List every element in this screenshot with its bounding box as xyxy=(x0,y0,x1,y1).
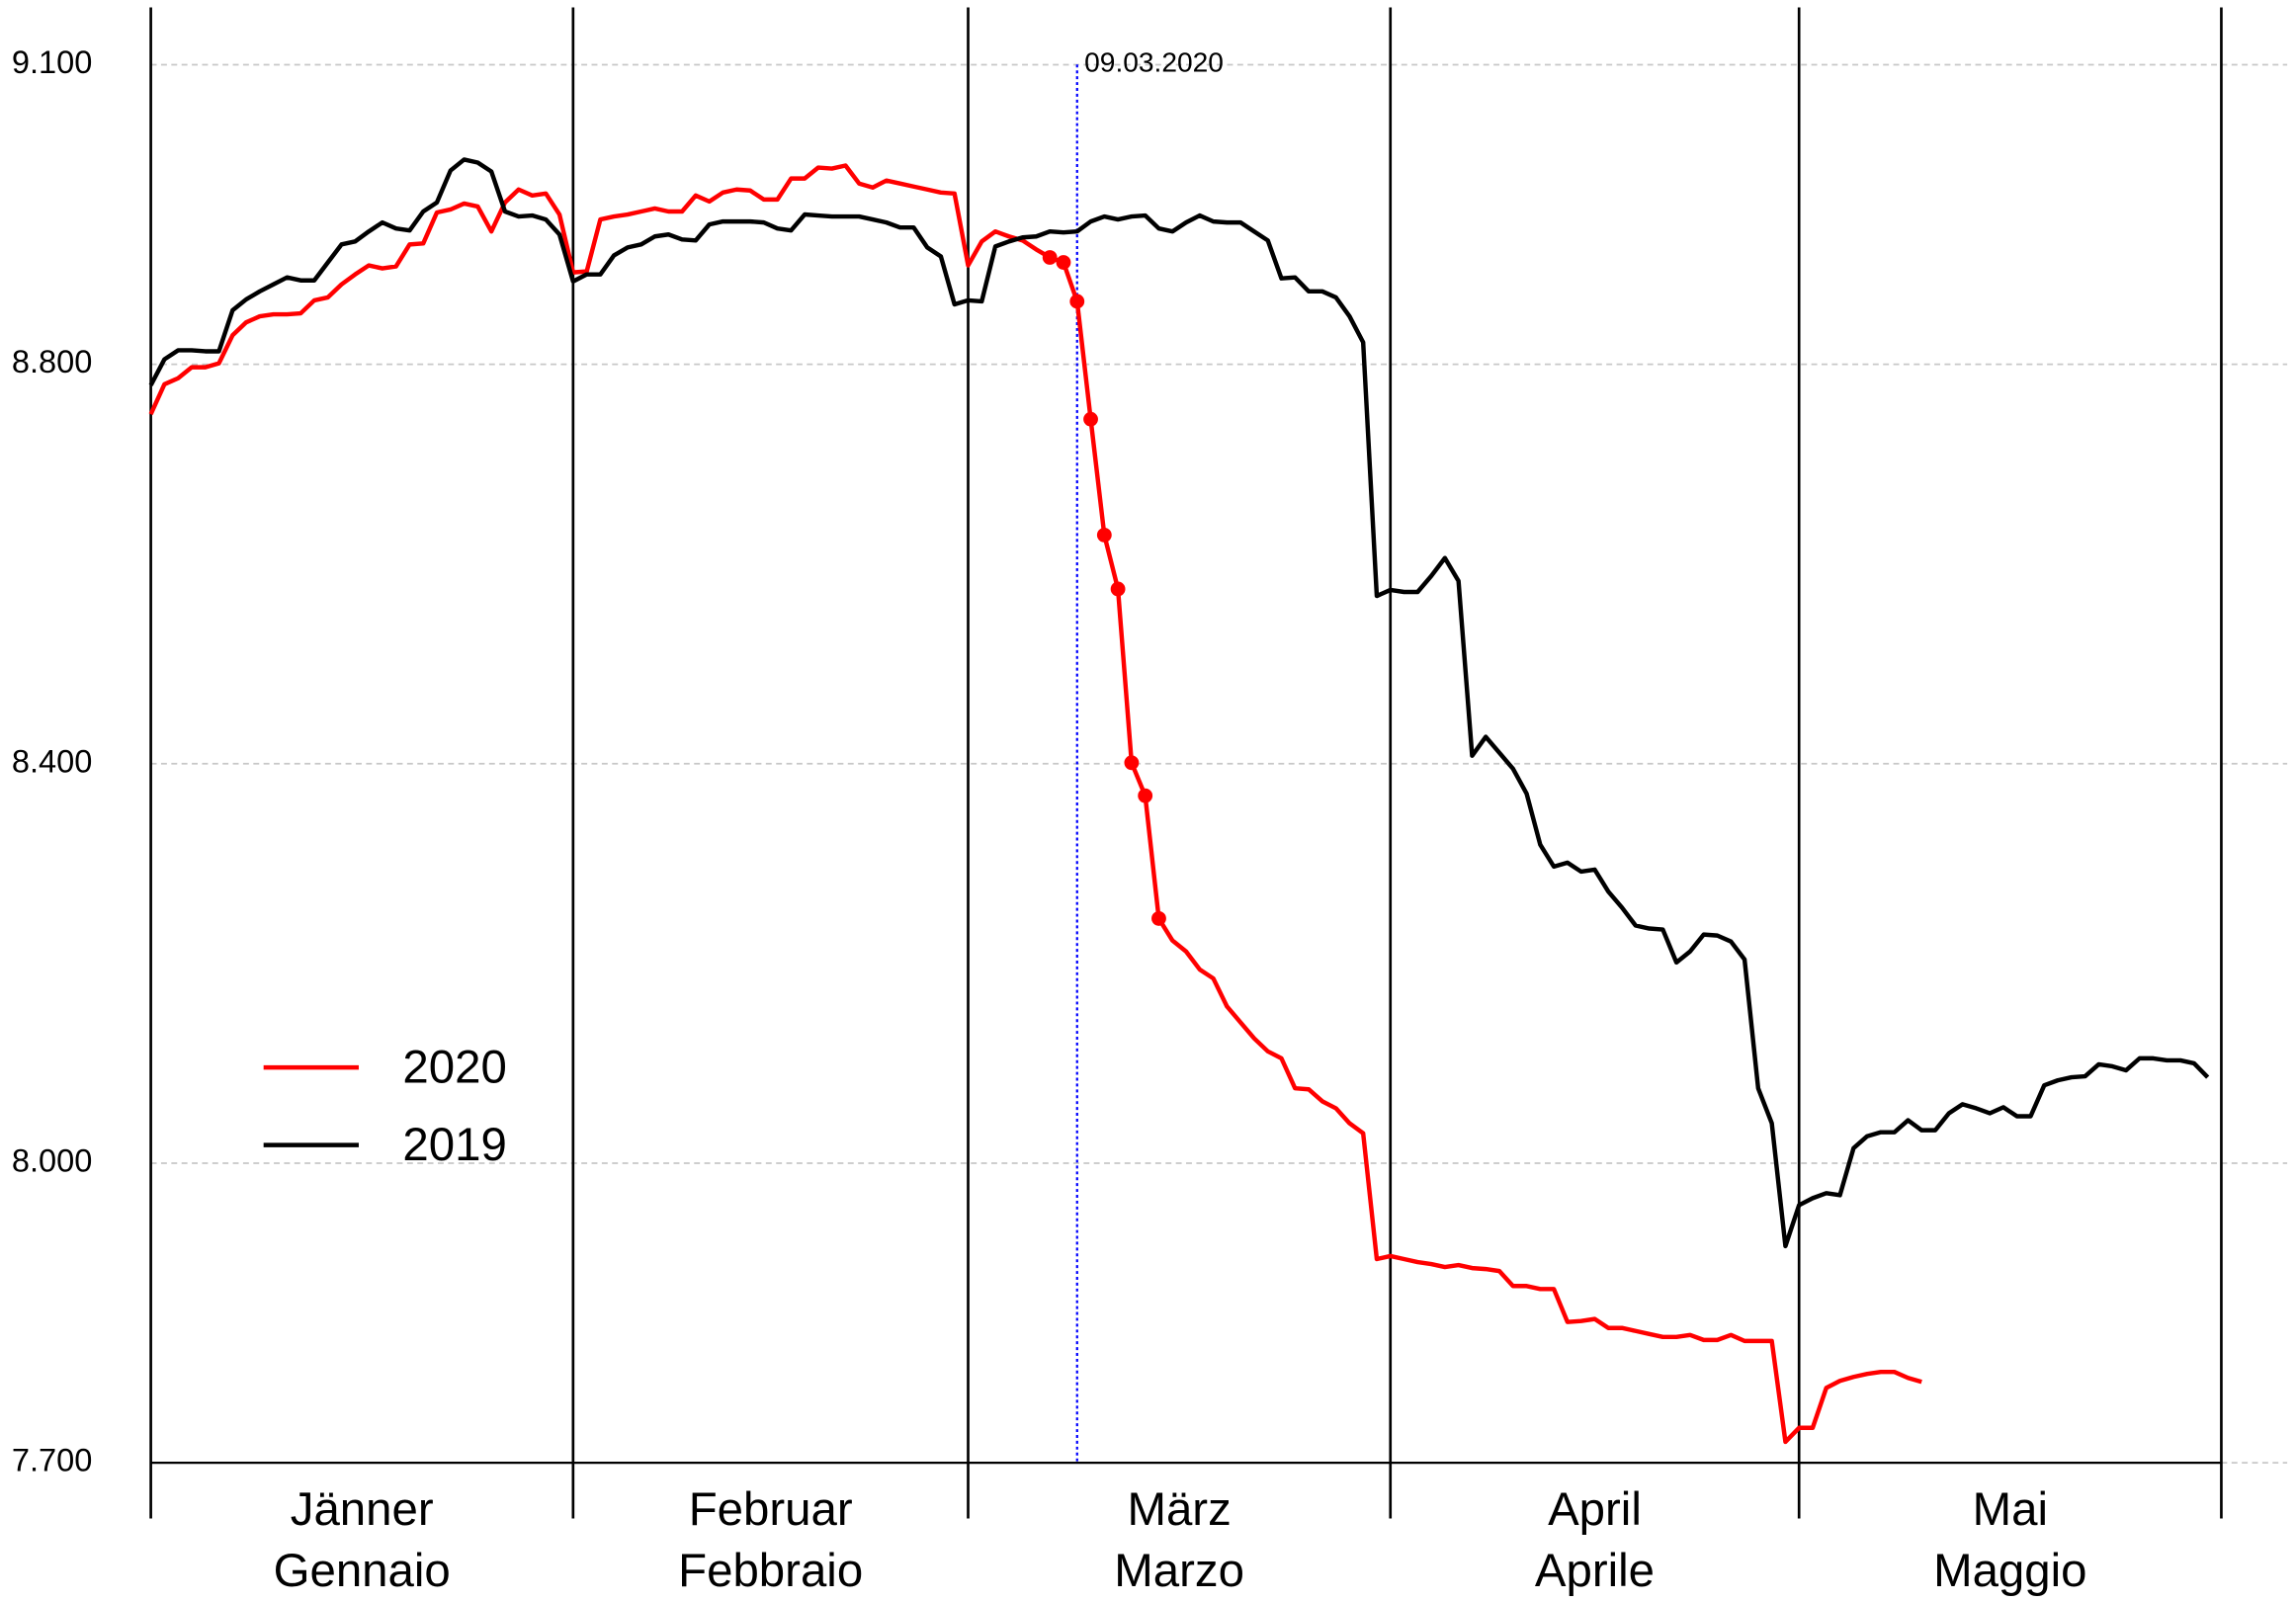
highlight-point xyxy=(1096,527,1112,543)
x-tick-label: Marzo xyxy=(1114,1545,1244,1597)
highlight-point xyxy=(1110,581,1126,597)
x-tick-label: Gennaio xyxy=(274,1545,451,1597)
highlight-point xyxy=(1124,755,1140,771)
highlight-point xyxy=(1042,250,1058,265)
y-tick-label: 8.800 xyxy=(12,343,93,379)
y-tick-label: 8.000 xyxy=(12,1142,93,1179)
series-line xyxy=(148,163,1922,1445)
y-tick-label: 9.100 xyxy=(12,43,93,80)
x-tick-label: April xyxy=(1548,1483,1642,1536)
y-tick-label: 7.700 xyxy=(12,1442,93,1478)
highlight-point xyxy=(1151,911,1166,926)
x-tick-label: Febbraio xyxy=(678,1545,863,1597)
x-tick-label: Februar xyxy=(689,1483,853,1536)
highlight-point xyxy=(1138,788,1153,803)
highlight-point xyxy=(1056,255,1071,270)
x-tick-label: Mai xyxy=(1973,1483,2048,1536)
annotation-label: 09.03.2020 xyxy=(1084,47,1224,78)
x-tick-label: Maggio xyxy=(1933,1545,2086,1597)
legend-label: 2020 xyxy=(402,1042,506,1094)
highlight-point xyxy=(1083,411,1098,427)
highlight-point xyxy=(1069,294,1085,309)
series-line xyxy=(148,157,2210,1249)
x-tick-label: Aprile xyxy=(1535,1545,1655,1597)
x-tick-label: März xyxy=(1127,1483,1231,1536)
y-tick-label: 8.400 xyxy=(12,742,93,779)
legend-label: 2019 xyxy=(402,1119,506,1171)
x-tick-label: Jänner xyxy=(291,1483,434,1536)
